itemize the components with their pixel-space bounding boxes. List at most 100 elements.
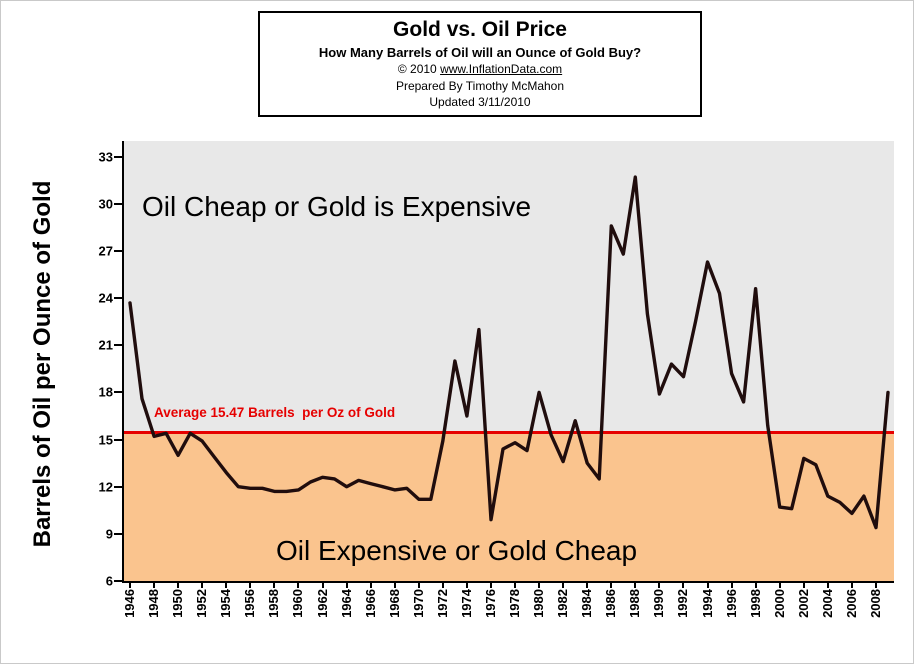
y-tick-mark (114, 155, 123, 158)
x-tick-mark (129, 582, 132, 588)
x-axis-line (122, 581, 894, 583)
y-axis-title: Barrels of Oil per Ounce of Gold (29, 180, 56, 548)
x-tick-mark (297, 582, 300, 588)
x-tick-label: 1964 (338, 589, 354, 618)
x-tick-label: 1978 (507, 589, 523, 618)
x-tick-label: 2002 (795, 589, 811, 618)
y-tick-mark (114, 391, 123, 394)
x-tick-label: 1958 (266, 589, 282, 618)
x-tick-mark (778, 582, 781, 588)
x-tick-label: 1962 (314, 589, 330, 618)
annotation-oil-expensive: Oil Expensive or Gold Cheap (276, 535, 638, 566)
x-tick-mark (393, 582, 396, 588)
plot-area: Oil Cheap or Gold is Expensive Oil Expen… (124, 141, 894, 581)
y-tick-mark (114, 202, 123, 205)
x-tick-mark (538, 582, 541, 588)
x-tick-label: 1950 (170, 589, 186, 618)
x-tick-label: 1984 (579, 589, 595, 618)
x-tick-mark (658, 582, 661, 588)
lower-region-oil-expensive (124, 432, 894, 581)
x-tick-label: 1988 (627, 589, 643, 618)
x-tick-mark (489, 582, 492, 588)
x-tick-mark (514, 582, 517, 588)
x-tick-label: 1972 (434, 589, 450, 618)
y-tick-label: 12 (98, 479, 113, 495)
x-tick-mark (273, 582, 276, 588)
x-tick-mark (802, 582, 805, 588)
copyright-line: © 2010 www.InflationData.com (264, 62, 696, 76)
y-tick-label: 18 (98, 384, 113, 400)
x-tick-label: 1990 (651, 589, 667, 618)
x-tick-mark (417, 582, 420, 588)
x-tick-label: 2000 (771, 589, 787, 618)
x-tick-label: 1954 (218, 589, 234, 618)
gold-oil-ratio-line (128, 175, 890, 530)
copyright-text: © 2010 (397, 62, 441, 77)
x-tick-label: 1960 (290, 589, 306, 618)
x-tick-mark (706, 582, 709, 588)
x-tick-mark (201, 582, 204, 588)
x-tick-mark (153, 582, 156, 588)
x-tick-label: 1980 (531, 589, 547, 618)
x-tick-mark (850, 582, 853, 588)
y-tick-label: 15 (98, 432, 113, 448)
x-tick-label: 2004 (819, 589, 835, 618)
x-tick-label: 1948 (146, 589, 162, 618)
x-tick-mark (345, 582, 348, 588)
x-tick-mark (874, 582, 877, 588)
x-tick-label: 1982 (555, 589, 571, 618)
x-tick-mark (562, 582, 565, 588)
updated-date-text: Updated 3/11/2010 (429, 94, 531, 109)
y-tick-label: 33 (98, 149, 113, 165)
x-tick-label: 1952 (194, 589, 210, 618)
chart-subtitle: How Many Barrels of Oil will an Ounce of… (318, 45, 642, 61)
x-tick-mark (610, 582, 613, 588)
y-tick-mark (114, 297, 123, 300)
y-tick-label: 24 (98, 290, 113, 306)
x-tick-label: 1966 (362, 589, 378, 618)
y-tick-label: 21 (98, 337, 113, 353)
y-tick-mark (114, 438, 123, 441)
y-tick-mark (114, 250, 123, 252)
x-tick-mark (441, 582, 444, 588)
y-tick-mark (114, 485, 123, 488)
x-tick-mark (826, 582, 829, 588)
y-tick-label: 6 (105, 573, 113, 589)
x-tick-mark (249, 582, 252, 588)
average-label: Average 15.47 Barrels per Oz of Gold (154, 405, 396, 420)
inflationdata-link[interactable]: www.InflationData.com (440, 62, 563, 77)
prepared-by-text: Prepared By Timothy McMahon (395, 78, 565, 93)
x-tick-label: 1970 (410, 589, 426, 618)
x-tick-label: 1992 (675, 589, 691, 618)
x-tick-label: 1956 (242, 589, 258, 618)
x-tick-label: 1968 (386, 589, 402, 618)
chart-title: Gold vs. Oil Price (393, 18, 567, 41)
title-box: Gold vs. Oil Price How Many Barrels of O… (258, 11, 702, 118)
x-tick-mark (321, 582, 324, 588)
x-tick-label: 1998 (747, 589, 763, 618)
x-tick-mark (682, 582, 685, 588)
average-line (124, 430, 894, 434)
x-tick-mark (225, 582, 228, 588)
y-tick-label: 9 (105, 526, 113, 542)
x-tick-mark (730, 582, 733, 588)
x-tick-label: 1986 (603, 589, 619, 618)
x-tick-label: 1946 (122, 589, 138, 618)
y-tick-mark (114, 344, 123, 347)
x-tick-mark (369, 582, 372, 588)
x-tick-label: 2008 (867, 589, 883, 618)
annotation-oil-cheap: Oil Cheap or Gold is Expensive (142, 191, 532, 222)
x-tick-mark (634, 582, 637, 588)
x-tick-mark (586, 582, 589, 588)
price-line-svg (128, 175, 890, 530)
y-tick-label: 27 (98, 243, 113, 259)
x-tick-label: 1974 (458, 589, 474, 618)
y-tick-mark (114, 580, 123, 582)
x-tick-mark (177, 582, 180, 588)
x-tick-label: 1976 (482, 589, 498, 618)
x-tick-label: 1994 (699, 589, 715, 618)
x-tick-mark (754, 582, 757, 588)
y-tick-mark (114, 532, 123, 535)
y-axis-line (122, 141, 124, 583)
